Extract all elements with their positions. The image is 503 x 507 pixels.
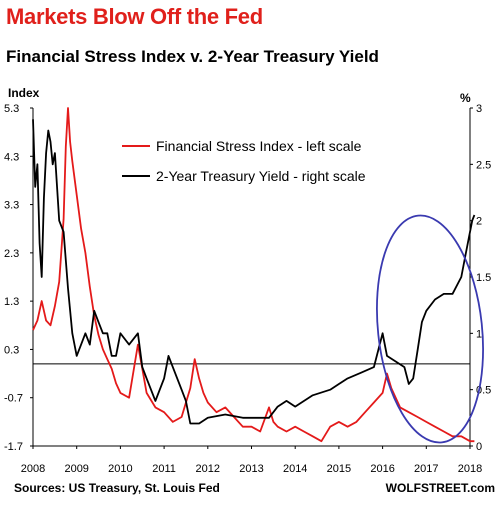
left-tick-label: 3.3 [4,200,19,212]
right-tick-label: 0 [476,441,482,453]
right-tick-label: 1.5 [476,272,491,284]
x-tick-label: 2016 [370,463,394,475]
chart-subtitle: Financial Stress Index v. 2-Year Treasur… [6,47,379,66]
left-axis-title: Index [8,86,40,100]
x-tick-label: 2017 [414,463,438,475]
right-tick-label: 3 [476,103,482,115]
left-tick-label: 1.3 [4,296,19,308]
x-tick-label: 2018 [458,463,482,475]
left-tick-label: -1.7 [4,441,23,453]
right-axis-title: % [460,91,471,105]
left-tick-label: 4.3 [4,151,19,163]
right-tick-label: 1 [476,328,482,340]
x-tick-label: 2010 [108,463,132,475]
x-tick-label: 2009 [64,463,88,475]
left-tick-label: -0.7 [4,393,23,405]
x-tick-label: 2013 [239,463,263,475]
treasury-yield-line [32,119,476,425]
stress-index-line [32,107,475,443]
legend-label-stress: Financial Stress Index - left scale [156,138,362,154]
source-note: Sources: US Treasury, St. Louis Fed [14,481,220,495]
x-tick-label: 2012 [196,463,220,475]
left-tick-label: 5.3 [4,103,19,115]
chart-title: Markets Blow Off the Fed [6,4,263,29]
x-tick-label: 2008 [21,463,45,475]
x-tick-label: 2011 [152,463,176,475]
brand-label: WOLFSTREET.com [385,481,495,495]
legend-label-yield: 2-Year Treasury Yield - right scale [156,168,366,184]
right-tick-label: 2 [476,216,482,228]
x-tick-label: 2015 [327,463,351,475]
right-tick-label: 2.5 [476,159,491,171]
left-tick-label: 0.3 [4,344,19,356]
x-tick-label: 2014 [283,463,307,475]
highlight-ellipse [376,214,484,444]
left-tick-label: 2.3 [4,248,19,260]
